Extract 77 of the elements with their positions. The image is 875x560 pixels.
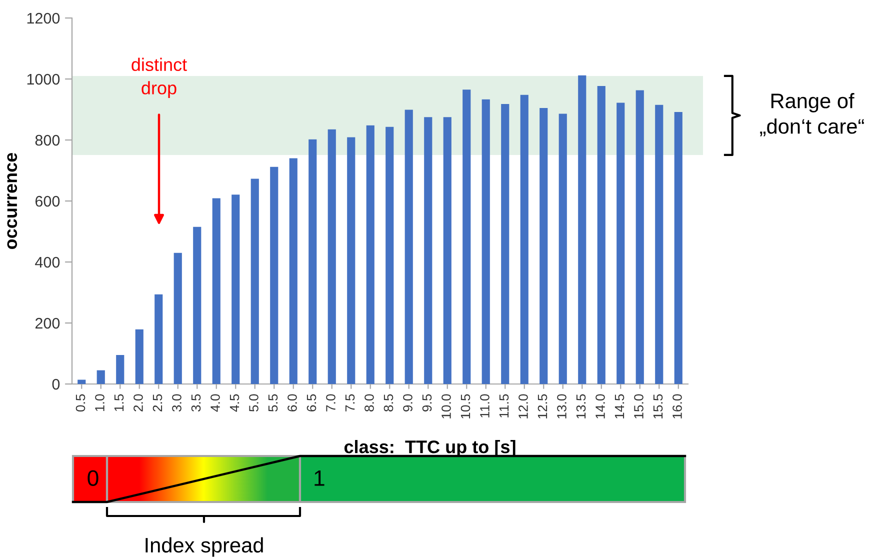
bar: [212, 198, 220, 384]
x-tick-label: 8.0: [364, 394, 374, 412]
y-tick-label: 200: [35, 318, 60, 329]
y-tick-label: 1200: [27, 12, 60, 24]
bar: [96, 370, 105, 384]
x-tick-label: 6.0: [288, 394, 297, 412]
x-tick-label: 13.5: [576, 394, 586, 418]
bar: [578, 75, 586, 384]
x-tick-label: 14.5: [614, 394, 624, 418]
bar: [636, 90, 644, 384]
bar: [462, 90, 471, 384]
y-tick-label: 800: [35, 134, 60, 146]
bar: [540, 108, 548, 384]
bar: [154, 294, 163, 384]
bar: [347, 137, 356, 384]
y-tick-label: 1000: [27, 74, 60, 85]
x-tick-label: 11.0: [480, 394, 490, 418]
bar: [328, 129, 336, 384]
y-tick-label: 0: [52, 378, 60, 390]
x-tick-label: 15.5: [653, 394, 663, 418]
x-tick-label: 3.0: [172, 394, 182, 412]
x-tick-label: 1.5: [114, 394, 124, 412]
x-tick-label: 12.0: [518, 394, 528, 418]
x-tick-label: 7.5: [345, 394, 355, 412]
bar: [501, 104, 510, 384]
band-label: Range of „don‘t care“: [760, 93, 864, 136]
x-tick-label: 5.0: [249, 394, 258, 412]
x-tick-label: 9.0: [403, 394, 412, 412]
bar: [116, 355, 124, 384]
bar: [250, 178, 259, 384]
x-tick-label: 0.5: [76, 394, 86, 412]
x-tick-label: 12.5: [538, 394, 548, 418]
x-tick-label: 11.5: [499, 394, 509, 418]
bar: [404, 110, 413, 384]
bar: [308, 139, 317, 384]
x-tick-label: 4.0: [210, 394, 220, 412]
bar: [482, 99, 490, 384]
x-tick-label: 2.0: [134, 394, 143, 412]
bar: [597, 86, 606, 384]
bar: [232, 194, 240, 384]
x-tick-label: 16.0: [672, 394, 682, 418]
bar: [558, 114, 567, 384]
bar: [520, 94, 528, 384]
bar: [366, 125, 374, 384]
x-tick-label: 14.0: [596, 394, 605, 418]
bar: [174, 252, 182, 384]
x-tick-label: 4.5: [230, 394, 240, 412]
bar: [270, 166, 278, 384]
x-tick-label: 3.5: [191, 394, 201, 412]
bar: [386, 126, 394, 384]
bar: [674, 112, 682, 384]
bar: [424, 117, 432, 384]
x-tick-label: 7.0: [326, 394, 336, 412]
x-tick-label: 8.5: [384, 394, 394, 412]
bar: [616, 102, 625, 384]
text: 0: [88, 470, 98, 486]
y-tick-label: 600: [35, 196, 60, 207]
x-tick-label: 2.5: [152, 394, 162, 412]
bar: [135, 329, 144, 384]
bar: [193, 226, 202, 384]
x-tick-label: 6.5: [306, 394, 316, 412]
text: 1: [314, 470, 324, 486]
x-tick-label: 5.5: [268, 394, 278, 412]
x-tick-label: 10.0: [442, 394, 451, 418]
x-tick-label: 9.5: [422, 394, 432, 412]
y-tick-label: 400: [35, 256, 60, 268]
x-tick-label: 10.5: [460, 394, 470, 418]
bar: [78, 380, 86, 384]
x-tick-label: 13.0: [557, 394, 566, 418]
text: Index spread: [146, 537, 263, 557]
bar: [443, 117, 452, 384]
x-tick-label: 1.0: [95, 394, 104, 412]
annotation: distinct drop: [132, 58, 187, 98]
bar: [655, 104, 664, 384]
bar: [289, 158, 298, 384]
y-axis-title: occurrence: [7, 152, 18, 249]
x-tick-label: 15.0: [634, 394, 644, 418]
